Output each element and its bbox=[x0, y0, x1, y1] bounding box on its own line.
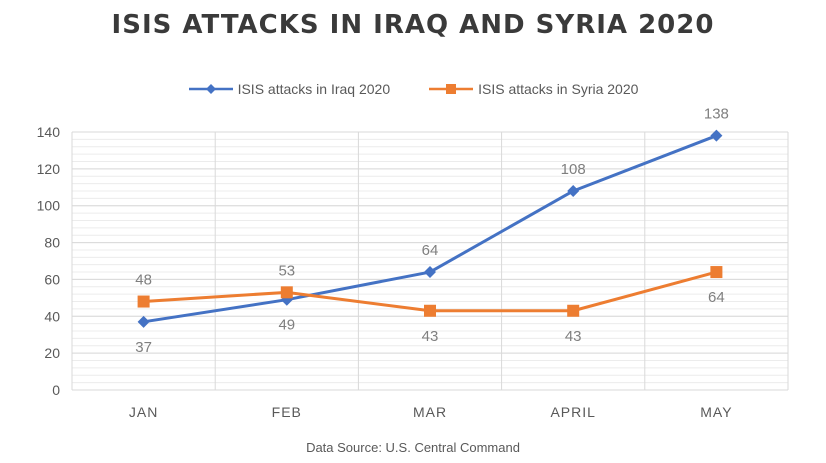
data-label: 43 bbox=[422, 328, 439, 345]
y-tick-label: 120 bbox=[37, 161, 61, 177]
y-tick-label: 80 bbox=[44, 235, 60, 251]
data-label: 43 bbox=[565, 328, 582, 345]
data-label: 49 bbox=[278, 317, 295, 334]
y-tick-label: 60 bbox=[44, 271, 60, 287]
legend-swatch-syria bbox=[429, 84, 474, 94]
y-tick-label: 20 bbox=[44, 345, 60, 361]
legend-label-iraq: ISIS attacks in Iraq 2020 bbox=[237, 81, 391, 97]
data-label: 64 bbox=[422, 242, 439, 259]
y-tick-label: 0 bbox=[52, 382, 60, 398]
x-tick-label: MAY bbox=[700, 404, 732, 420]
legend-item-syria: ISIS attacks in Syria 2020 bbox=[428, 81, 638, 97]
data-label: 37 bbox=[135, 339, 152, 356]
data-point bbox=[424, 304, 436, 317]
data-source-note: Data Source: U.S. Central Command bbox=[306, 440, 520, 455]
data-point bbox=[424, 266, 436, 279]
data-label: 48 bbox=[135, 272, 152, 289]
data-point bbox=[710, 266, 723, 279]
data-point bbox=[567, 184, 580, 197]
chart-legend: ISIS attacks in Iraq 2020 ISIS attacks i… bbox=[0, 78, 826, 100]
y-tick-label: 140 bbox=[37, 124, 61, 140]
data-point bbox=[710, 129, 723, 142]
data-label: 138 bbox=[704, 106, 729, 123]
legend-item-iraq: ISIS attacks in Iraq 2020 bbox=[188, 81, 391, 97]
x-tick-label: APRIL bbox=[550, 404, 595, 420]
legend-label-syria: ISIS attacks in Syria 2020 bbox=[478, 81, 639, 97]
data-point bbox=[137, 295, 150, 308]
x-tick-label: JAN bbox=[129, 404, 158, 420]
data-point bbox=[280, 286, 293, 299]
y-tick-label: 40 bbox=[44, 308, 60, 324]
chart-title: ISIS ATTACKS IN IRAQ AND SYRIA 2020 bbox=[111, 10, 715, 40]
legend-swatch-iraq bbox=[188, 84, 233, 94]
x-tick-label: MAR bbox=[413, 404, 447, 420]
x-tick-label: FEB bbox=[272, 404, 302, 420]
y-tick-label: 100 bbox=[37, 198, 61, 214]
data-point bbox=[567, 304, 580, 317]
data-label: 64 bbox=[708, 289, 725, 306]
plot-area bbox=[72, 132, 788, 390]
data-point bbox=[137, 315, 150, 328]
data-label: 108 bbox=[561, 161, 586, 178]
data-label: 53 bbox=[278, 262, 295, 279]
